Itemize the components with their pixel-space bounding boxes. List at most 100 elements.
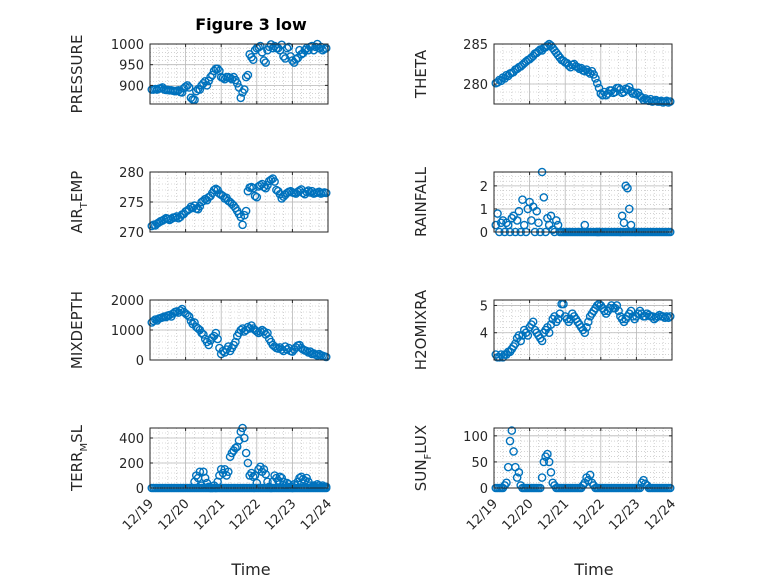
data-point (240, 210, 249, 220)
axes-frame (493, 43, 673, 105)
x-tick-label: 12/19 (120, 496, 157, 533)
data-point (321, 352, 331, 362)
data-point (580, 220, 590, 230)
data-point (184, 312, 194, 321)
x-tick-label: 12/23 (262, 496, 299, 533)
axes-frame (493, 171, 673, 233)
x-axis-label-left: Time (230, 560, 270, 579)
y-tick-label: 400 (119, 432, 144, 447)
data-point (553, 314, 563, 324)
y-axis-label: RAINFALL (412, 166, 430, 237)
x-tick-label: 12/22 (571, 496, 608, 533)
data-point (248, 183, 258, 193)
x-tick-label: 12/22 (227, 496, 264, 533)
y-tick-label: 0 (480, 226, 488, 241)
data-point (291, 55, 301, 64)
data-point (257, 47, 267, 57)
data-point (624, 82, 634, 92)
x-tick-label: 12/19 (464, 496, 501, 533)
data-point (241, 206, 251, 216)
data-point (537, 473, 547, 482)
data-point (585, 470, 595, 480)
data-point (200, 473, 210, 483)
y-tick-label: 0 (136, 354, 144, 369)
x-tick-label: 12/24 (642, 496, 679, 533)
data-point (243, 70, 253, 80)
data-point (585, 69, 595, 78)
y-tick-label: 1000 (111, 38, 144, 53)
x-tick-label: 12/24 (298, 496, 335, 533)
data-point (231, 337, 240, 347)
data-point (544, 328, 554, 338)
y-tick-label: 285 (463, 38, 488, 53)
data-point (626, 306, 636, 316)
data-point (204, 340, 214, 350)
data-point (614, 306, 623, 316)
y-axis-label-main: AIR (68, 208, 86, 233)
y-axis-label: H2OMIXRA (412, 289, 430, 370)
y-axis-label: THETA (412, 49, 430, 99)
data-point (626, 220, 636, 230)
subplot-pressure: 900 950 1000 PRESSURE (68, 35, 331, 114)
data-point (261, 58, 271, 67)
y-tick-label: 280 (119, 166, 144, 181)
data-point (170, 213, 180, 222)
data-point (552, 216, 561, 225)
data-point (321, 43, 331, 53)
y-axis-label-subscript: M (79, 443, 90, 452)
data-point (200, 76, 210, 86)
data-point (183, 81, 192, 90)
data-point (523, 331, 533, 340)
data-point (240, 85, 249, 94)
data-point (514, 331, 524, 340)
data-point (199, 330, 208, 339)
data-point (232, 79, 242, 88)
data-point (184, 83, 194, 92)
y-axis-label: TERRMSL (68, 424, 90, 492)
data-point (238, 220, 247, 230)
axes-frame (493, 427, 673, 489)
data-point (213, 334, 222, 344)
x-tick-label: 12/20 (500, 496, 537, 533)
y-axis-label: PRESSURE (68, 35, 86, 114)
y-axis-label-rest: EMP (68, 171, 86, 202)
data-point (213, 64, 222, 74)
data-point (248, 55, 258, 65)
data-point (660, 313, 670, 323)
data-point (509, 447, 518, 456)
data-point (592, 78, 602, 88)
y-tick-label: 0 (136, 482, 144, 497)
y-tick-label: 270 (119, 226, 144, 241)
data-point (665, 97, 675, 106)
data-point (224, 467, 233, 477)
data-point (190, 95, 199, 105)
y-tick-label: 0 (480, 482, 488, 497)
y-axis-label-subscript: F (423, 453, 434, 459)
data-point (263, 477, 272, 487)
y-axis-label-rest: SL (68, 424, 86, 443)
data-point (259, 56, 269, 65)
data-point (316, 482, 326, 492)
data-point (582, 322, 591, 332)
figure-title: Figure 3 low (195, 15, 307, 34)
y-tick-label: 4 (480, 327, 488, 342)
data-point (195, 85, 205, 94)
data-point (637, 93, 647, 102)
axes-frame (493, 299, 673, 361)
data-point (236, 93, 246, 103)
x-tick-label: 12/21 (191, 496, 228, 533)
data-point (507, 426, 517, 435)
data-point (270, 177, 279, 186)
data-point (543, 41, 552, 50)
y-axis-label-main: SUN (412, 459, 430, 491)
data-point (532, 206, 542, 216)
y-axis-label-subscript: T (79, 201, 90, 209)
y-tick-label: 1 (480, 203, 488, 218)
y-tick-label: 2 (480, 180, 488, 195)
data-point (589, 70, 598, 79)
data-point (662, 312, 671, 321)
data-point (252, 192, 262, 202)
subplot-terr_msl: 0 200 400 TERRMSL 12/1912/2012/2112/2212/231… (68, 423, 335, 534)
